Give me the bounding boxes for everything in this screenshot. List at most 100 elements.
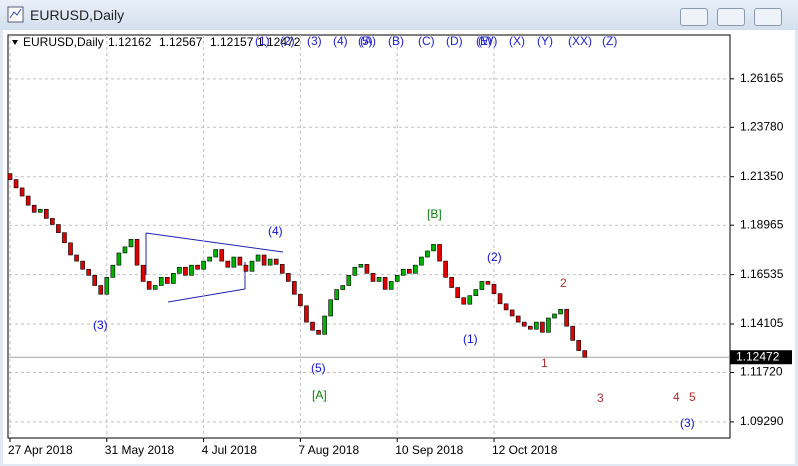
candle-body	[98, 285, 104, 295]
wave-label: (4)	[268, 224, 283, 238]
candle-body	[552, 313, 557, 319]
candle-body	[328, 299, 333, 317]
candle-body	[431, 244, 436, 252]
object-label: (5)	[358, 34, 373, 48]
object-label: (D)	[446, 34, 463, 48]
candle-body	[285, 273, 291, 282]
wave-label: 3	[597, 391, 604, 405]
price-tag	[730, 350, 792, 365]
candle-body	[509, 309, 515, 317]
candle-body	[382, 277, 388, 290]
wave-label: (3)	[680, 416, 695, 430]
candle-body	[134, 239, 140, 266]
candle-body	[50, 218, 55, 225]
object-label: (1)	[255, 34, 270, 48]
candle-body	[62, 232, 67, 244]
candle-body	[564, 308, 569, 327]
y-tick-label: 1.23780	[740, 119, 784, 133]
candle-body	[449, 277, 454, 288]
candle-body	[225, 260, 231, 268]
object-label: (E)	[476, 34, 492, 48]
wave-label: (1)	[463, 332, 478, 346]
y-tick-label: 1.18965	[740, 217, 784, 231]
candle-body	[128, 239, 134, 248]
candle-body	[31, 204, 37, 213]
candle-body	[540, 321, 545, 333]
object-label: (B)	[388, 34, 404, 48]
candle-body	[304, 305, 309, 323]
candle-body	[358, 264, 364, 268]
candle-body	[497, 293, 503, 305]
minimize-button[interactable]	[680, 8, 708, 26]
candle-body	[177, 266, 182, 274]
wave-label: (3)	[93, 318, 108, 332]
x-tick-label: 10 Sep 2018	[395, 443, 463, 457]
y-tick-label: 1.09290	[740, 414, 784, 428]
object-label: (W)	[478, 34, 497, 48]
candle-body	[201, 260, 206, 270]
object-label: (XX)	[568, 34, 592, 48]
candle-body	[237, 256, 243, 266]
maximize-button[interactable]	[717, 8, 745, 26]
object-label: (2)	[280, 34, 295, 48]
candle-body	[425, 250, 430, 258]
candle-body	[292, 281, 297, 295]
wave-label: 5	[689, 390, 696, 404]
candle-body	[165, 277, 170, 284]
candle-body	[340, 285, 346, 290]
candle-body	[25, 195, 31, 206]
wave-label: 1	[541, 356, 548, 370]
candle-body	[400, 268, 406, 276]
y-tick-label: 1.14105	[740, 316, 784, 330]
candle-body	[515, 315, 521, 323]
close-button[interactable]	[754, 8, 782, 26]
candle-body	[388, 281, 394, 290]
object-label: (4)	[333, 34, 348, 48]
candle-body	[213, 249, 218, 258]
plot-frame	[7, 34, 731, 439]
y-tick-label: 1.21350	[740, 169, 784, 183]
candle-body	[207, 256, 212, 262]
candle-body	[146, 281, 152, 290]
x-tick-label: 12 Oct 2018	[492, 443, 558, 457]
candle-body	[316, 329, 321, 335]
candle-body	[413, 264, 418, 274]
candle-body	[183, 266, 188, 276]
candle-body	[158, 277, 164, 286]
candle-body	[92, 275, 97, 286]
candle-body	[491, 283, 497, 294]
x-tick-label: 7 Aug 2018	[298, 443, 359, 457]
candle-body	[467, 295, 473, 305]
wave-label: 2	[560, 276, 567, 290]
info-value: 1.12567	[159, 35, 203, 49]
candle-body	[255, 254, 261, 262]
x-tick-label: 4 Jul 2018	[202, 443, 258, 457]
candle-body	[570, 325, 575, 341]
x-tick-label: 31 May 2018	[105, 443, 175, 457]
candle-body	[7, 173, 13, 180]
candle-body	[485, 281, 491, 285]
app-icon	[7, 6, 24, 23]
price-tag-label: 1.12472	[736, 349, 780, 363]
object-label: (A)	[360, 34, 376, 48]
x-tick-label: 27 Apr 2018	[8, 443, 73, 457]
candle-body	[279, 264, 285, 274]
candle-body	[195, 264, 200, 270]
candle-body	[558, 308, 563, 315]
candle-body	[104, 277, 110, 295]
candle-body	[37, 208, 43, 213]
candle-body	[437, 244, 442, 262]
menu-arrow[interactable]	[12, 40, 18, 45]
candle-body	[534, 321, 539, 330]
candle-body	[68, 242, 73, 256]
candle-body	[346, 275, 352, 286]
object-label: (Z)	[602, 34, 617, 48]
candle-body	[521, 321, 527, 327]
candle-body	[473, 289, 479, 296]
candle-body	[376, 277, 382, 282]
candle-body	[13, 179, 19, 189]
candle-body	[249, 260, 255, 272]
candle-body	[56, 224, 61, 233]
y-tick-label: 1.26165	[740, 71, 784, 85]
candle-body	[443, 260, 448, 278]
